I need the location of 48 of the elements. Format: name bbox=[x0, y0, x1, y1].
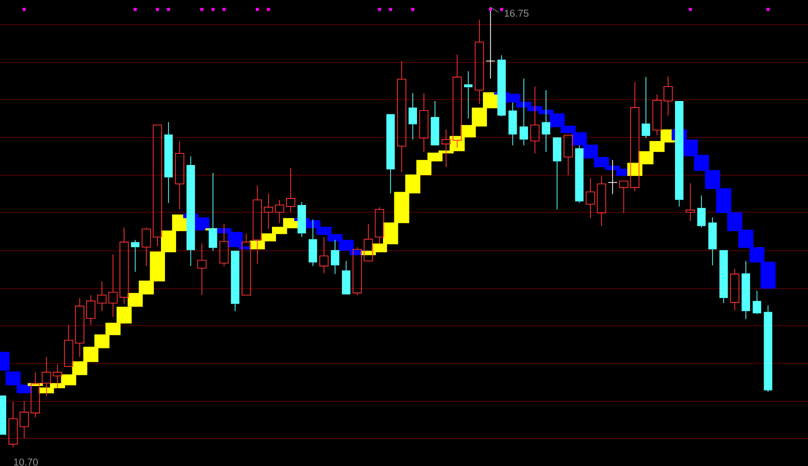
candlestick bbox=[120, 227, 129, 304]
candlestick bbox=[230, 250, 240, 312]
candlestick bbox=[664, 76, 673, 116]
candlestick bbox=[208, 172, 218, 252]
candlestick bbox=[642, 76, 650, 139]
candlestick bbox=[364, 224, 373, 262]
candlestick bbox=[97, 280, 107, 312]
candlestick bbox=[42, 356, 52, 397]
annotation: 16.75 bbox=[504, 10, 529, 17]
candlestick bbox=[764, 304, 772, 392]
candlestick bbox=[552, 137, 562, 210]
candlestick bbox=[197, 243, 206, 296]
candlestick bbox=[219, 224, 229, 266]
candlestick bbox=[586, 178, 596, 218]
candlestick bbox=[697, 195, 706, 228]
candlestick bbox=[108, 254, 118, 318]
candlestick bbox=[474, 19, 484, 104]
candlestick bbox=[152, 124, 162, 247]
candlestick bbox=[419, 92, 428, 152]
candlestick bbox=[497, 54, 506, 116]
candlestick bbox=[397, 60, 406, 173]
candlestick bbox=[264, 192, 274, 230]
candlestick bbox=[719, 250, 728, 304]
candlestick bbox=[486, 6, 496, 79]
candlestick bbox=[596, 176, 606, 226]
candlestick bbox=[530, 86, 540, 154]
candlestick bbox=[652, 94, 662, 136]
candlestick bbox=[430, 100, 440, 146]
text: 10.70 bbox=[14, 458, 38, 466]
candlestick bbox=[564, 134, 573, 176]
candlestick bbox=[274, 200, 284, 224]
candlestick bbox=[8, 402, 18, 448]
candlestick bbox=[542, 90, 550, 152]
candlestick bbox=[708, 216, 717, 266]
candlestick bbox=[386, 114, 395, 194]
candlestick bbox=[330, 239, 340, 274]
candlestick bbox=[408, 92, 417, 140]
candlestick bbox=[342, 260, 350, 294]
candlestick bbox=[175, 140, 184, 210]
candlestick bbox=[374, 206, 384, 244]
candlestick bbox=[52, 364, 62, 389]
candlestick bbox=[164, 122, 173, 204]
candlestick bbox=[441, 128, 451, 168]
candlestick bbox=[608, 160, 618, 194]
candlestick bbox=[308, 219, 318, 266]
candlestick bbox=[252, 184, 262, 264]
candlestick bbox=[752, 290, 762, 314]
candlestick bbox=[319, 236, 329, 274]
